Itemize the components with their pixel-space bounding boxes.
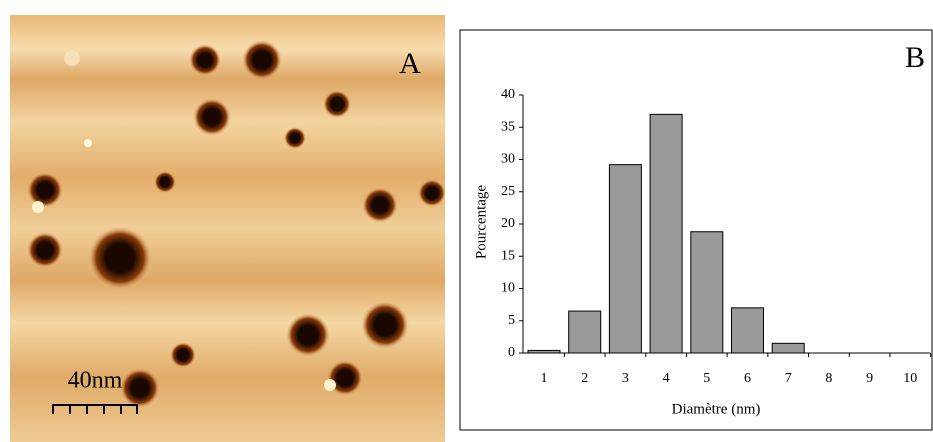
y-tick-label: 10 — [501, 281, 515, 296]
x-tick-label: 1 — [541, 371, 548, 386]
x-tick-label: 3 — [622, 371, 629, 386]
chart-frame — [459, 29, 933, 431]
y-tick-label: 20 — [501, 216, 515, 231]
bar — [731, 307, 764, 354]
x-tick-label: 10 — [903, 371, 917, 386]
scale-bar-label: 40nm — [68, 368, 123, 394]
y-tick-label: 15 — [501, 248, 515, 263]
x-tick-label: 6 — [744, 371, 751, 386]
bar — [568, 310, 602, 354]
x-tick-label: 9 — [866, 371, 873, 386]
x-axis-label: Diamètre (nm) — [672, 401, 761, 417]
panel-label: B — [905, 41, 925, 74]
y-tick-label: 40 — [501, 87, 515, 102]
y-tick-label: 5 — [508, 313, 515, 328]
y-tick-label: 35 — [501, 119, 515, 134]
x-tick-label: 4 — [663, 371, 670, 386]
bar — [690, 231, 724, 354]
x-tick-label: 8 — [825, 371, 832, 386]
x-tick-label: 7 — [785, 371, 792, 386]
panel-label: A — [399, 47, 421, 80]
y-tick-label: 0 — [508, 345, 515, 360]
x-tick-label: 5 — [703, 371, 710, 386]
y-axis-label: Pourcentage — [473, 185, 489, 259]
afm-image: A 40nm — [10, 15, 446, 442]
y-tick-label: 30 — [501, 152, 515, 167]
y-tick-label: 25 — [501, 184, 515, 199]
bar — [649, 113, 683, 354]
bar — [771, 342, 805, 354]
x-tick-label: 2 — [581, 371, 588, 386]
bar — [608, 164, 642, 354]
bar — [527, 349, 561, 354]
scale-bar — [52, 404, 138, 414]
